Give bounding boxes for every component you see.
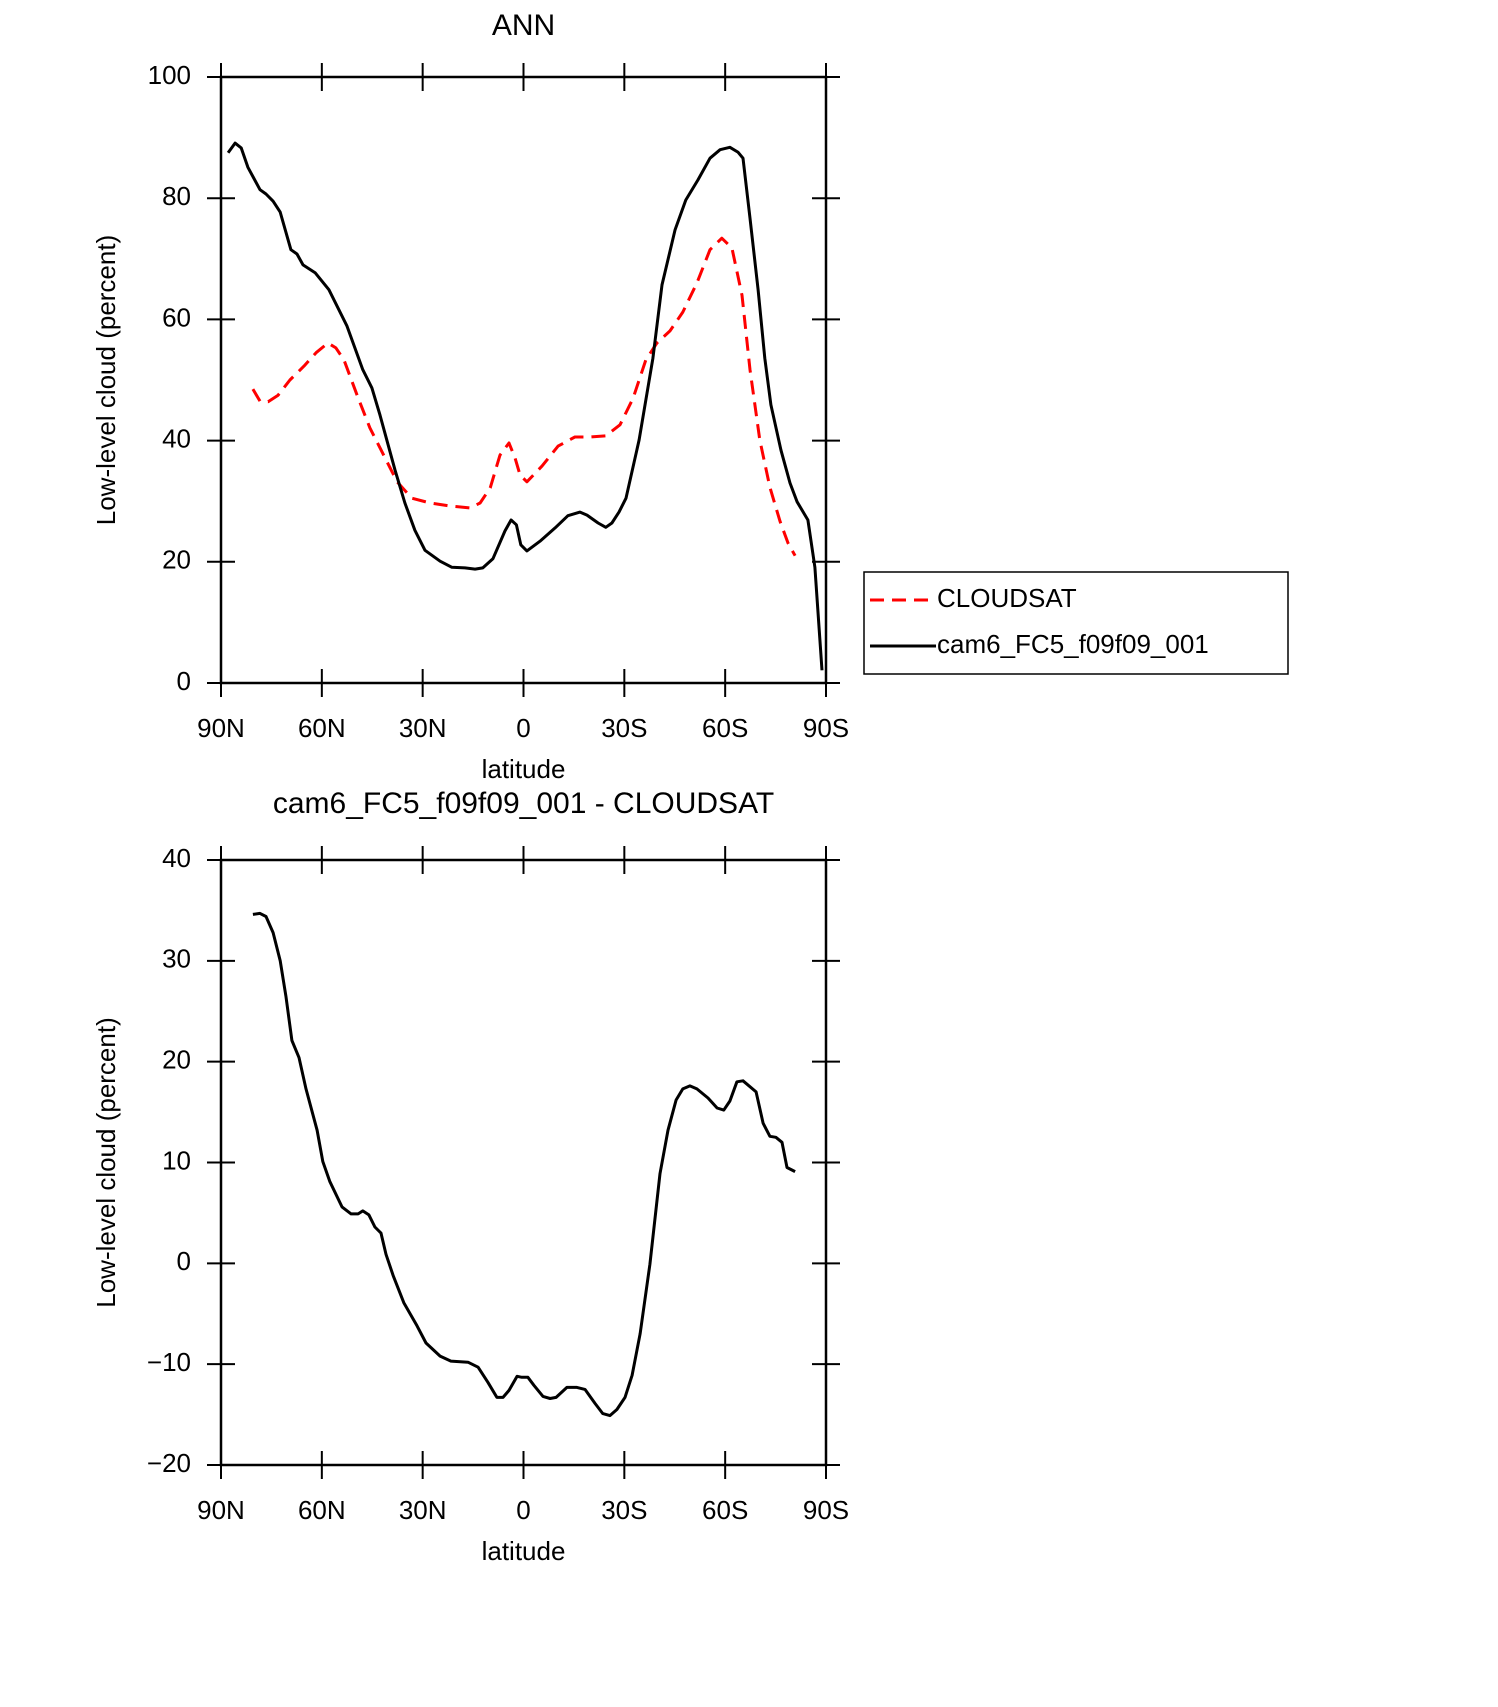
- x-tick-label: 30S: [601, 713, 647, 743]
- legend-box: [863, 571, 1289, 675]
- y-tick-label: 20: [162, 545, 191, 575]
- x-tick-label: 30N: [399, 713, 447, 743]
- y-tick-label: 0: [177, 666, 191, 696]
- x-tick-label: 90N: [197, 1495, 245, 1525]
- x-tick-label: 0: [516, 713, 530, 743]
- data-line: [251, 236, 797, 557]
- y-tick-label: 80: [162, 181, 191, 211]
- x-tick-label: 60S: [702, 1495, 748, 1525]
- y-tick-label: 10: [162, 1145, 191, 1175]
- legend-label: CLOUDSAT: [937, 583, 1077, 613]
- y-tick-label: 0: [177, 1246, 191, 1276]
- y-tick-label: 100: [148, 60, 191, 90]
- y-tick-label: 40: [162, 423, 191, 453]
- x-tick-label: 90S: [803, 713, 849, 743]
- data-line: [226, 141, 824, 671]
- y-tick-label: −20: [147, 1448, 191, 1478]
- x-tick-label: 90S: [803, 1495, 849, 1525]
- chart-title: cam6_FC5_f09f09_001 - CLOUDSAT: [273, 787, 774, 820]
- y-axis-label: Low-level cloud (percent): [91, 235, 121, 525]
- y-axis-label: Low-level cloud (percent): [91, 1017, 121, 1307]
- y-tick-label: 20: [162, 1045, 191, 1075]
- x-tick-label: 60N: [298, 713, 346, 743]
- plot-frame: [219, 858, 828, 1467]
- x-axis-label: latitude: [482, 1536, 566, 1566]
- y-tick-label: 30: [162, 944, 191, 974]
- x-tick-label: 30N: [399, 1495, 447, 1525]
- legend-label: cam6_FC5_f09f09_001: [937, 629, 1209, 659]
- x-tick-label: 60S: [702, 713, 748, 743]
- plot-frame: [219, 75, 828, 685]
- y-tick-label: 40: [162, 843, 191, 873]
- y-tick-label: 60: [162, 302, 191, 332]
- y-tick-label: −10: [147, 1347, 191, 1377]
- x-tick-label: 30S: [601, 1495, 647, 1525]
- chart-title: ANN: [492, 9, 555, 42]
- x-tick-label: 0: [516, 1495, 530, 1525]
- x-tick-label: 90N: [197, 713, 245, 743]
- data-line: [252, 911, 796, 1418]
- x-axis-label: latitude: [482, 754, 566, 784]
- x-tick-label: 60N: [298, 1495, 346, 1525]
